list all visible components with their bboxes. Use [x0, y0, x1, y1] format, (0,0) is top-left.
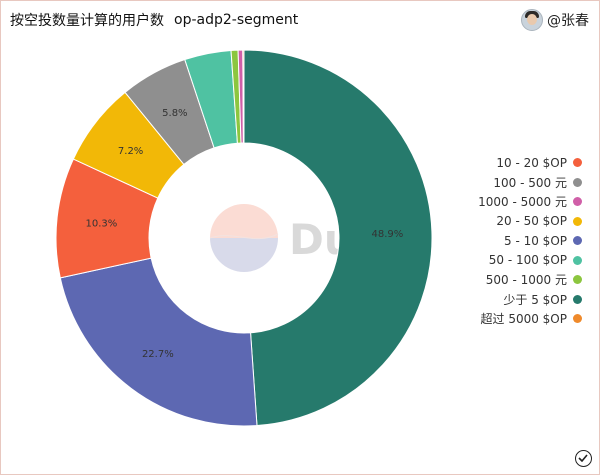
legend-label: 5 - 10 $OP [504, 233, 567, 248]
slice-labels: 48.9% 22.7% 10.3% 7.2% 5.8% [85, 108, 403, 360]
legend-item-0[interactable]: 10 - 20 $OP [478, 153, 582, 173]
legend-item-2[interactable]: 1000 - 5000 元 [478, 192, 582, 212]
legend-label: 超过 5000 $OP [480, 312, 568, 327]
legend-item-3[interactable]: 20 - 50 $OP [478, 212, 582, 232]
check-icon[interactable] [575, 450, 592, 467]
slice-label-2: 10.3% [85, 218, 117, 229]
legend-item-5[interactable]: 50 - 100 $OP [478, 251, 582, 271]
slice-1[interactable] [59, 257, 258, 427]
legend-swatch [573, 197, 582, 207]
chart-header: 按空投数量计算的用户数 op-adp2-segment [10, 9, 298, 31]
legend-label: 20 - 50 $OP [496, 214, 567, 229]
donut-slices [55, 49, 433, 427]
legend-swatch [573, 314, 582, 324]
legend-swatch [573, 255, 582, 265]
slice-label-1: 22.7% [142, 349, 174, 360]
legend-item-4[interactable]: 5 - 10 $OP [478, 231, 582, 251]
watermark-logo-curve [209, 233, 279, 240]
chart-title: 按空投数量计算的用户数 [10, 13, 164, 29]
query-name[interactable]: op-adp2-segment [174, 12, 299, 28]
legend-item-7[interactable]: 少于 5 $OP [478, 290, 582, 310]
legend-item-8[interactable]: 超过 5000 $OP [478, 309, 582, 329]
chart-legend: 10 - 20 $OP 100 - 500 元 1000 - 5000 元 20 - … [478, 153, 582, 329]
slice-label-3: 7.2% [118, 146, 143, 157]
legend-label: 少于 5 $OP [503, 292, 567, 307]
legend-item-6[interactable]: 500 - 1000 元 [478, 270, 582, 290]
legend-swatch [573, 216, 582, 226]
slice-label-4: 5.8% [162, 108, 187, 119]
legend-label: 500 - 1000 元 [485, 273, 567, 288]
legend-swatch [573, 158, 582, 168]
watermark-logo-top [210, 204, 278, 238]
legend-swatch [573, 236, 582, 246]
legend-swatch [573, 177, 582, 187]
author-name[interactable]: @张春 [547, 13, 589, 29]
slice-0[interactable] [243, 49, 433, 427]
legend-label: 100 - 500 元 [493, 175, 567, 190]
legend-label: 10 - 20 $OP [496, 155, 567, 170]
slice-label-0: 48.9% [372, 229, 404, 240]
avatar[interactable] [521, 9, 543, 31]
author[interactable]: @张春 [521, 8, 589, 32]
legend-swatch [573, 275, 582, 285]
legend-swatch [573, 294, 582, 304]
legend-item-1[interactable]: 100 - 500 元 [478, 173, 582, 193]
watermark-logo-bottom [210, 238, 278, 272]
legend-label: 50 - 100 $OP [488, 253, 567, 268]
slice-8[interactable] [242, 49, 245, 144]
legend-label: 1000 - 5000 元 [478, 195, 567, 210]
